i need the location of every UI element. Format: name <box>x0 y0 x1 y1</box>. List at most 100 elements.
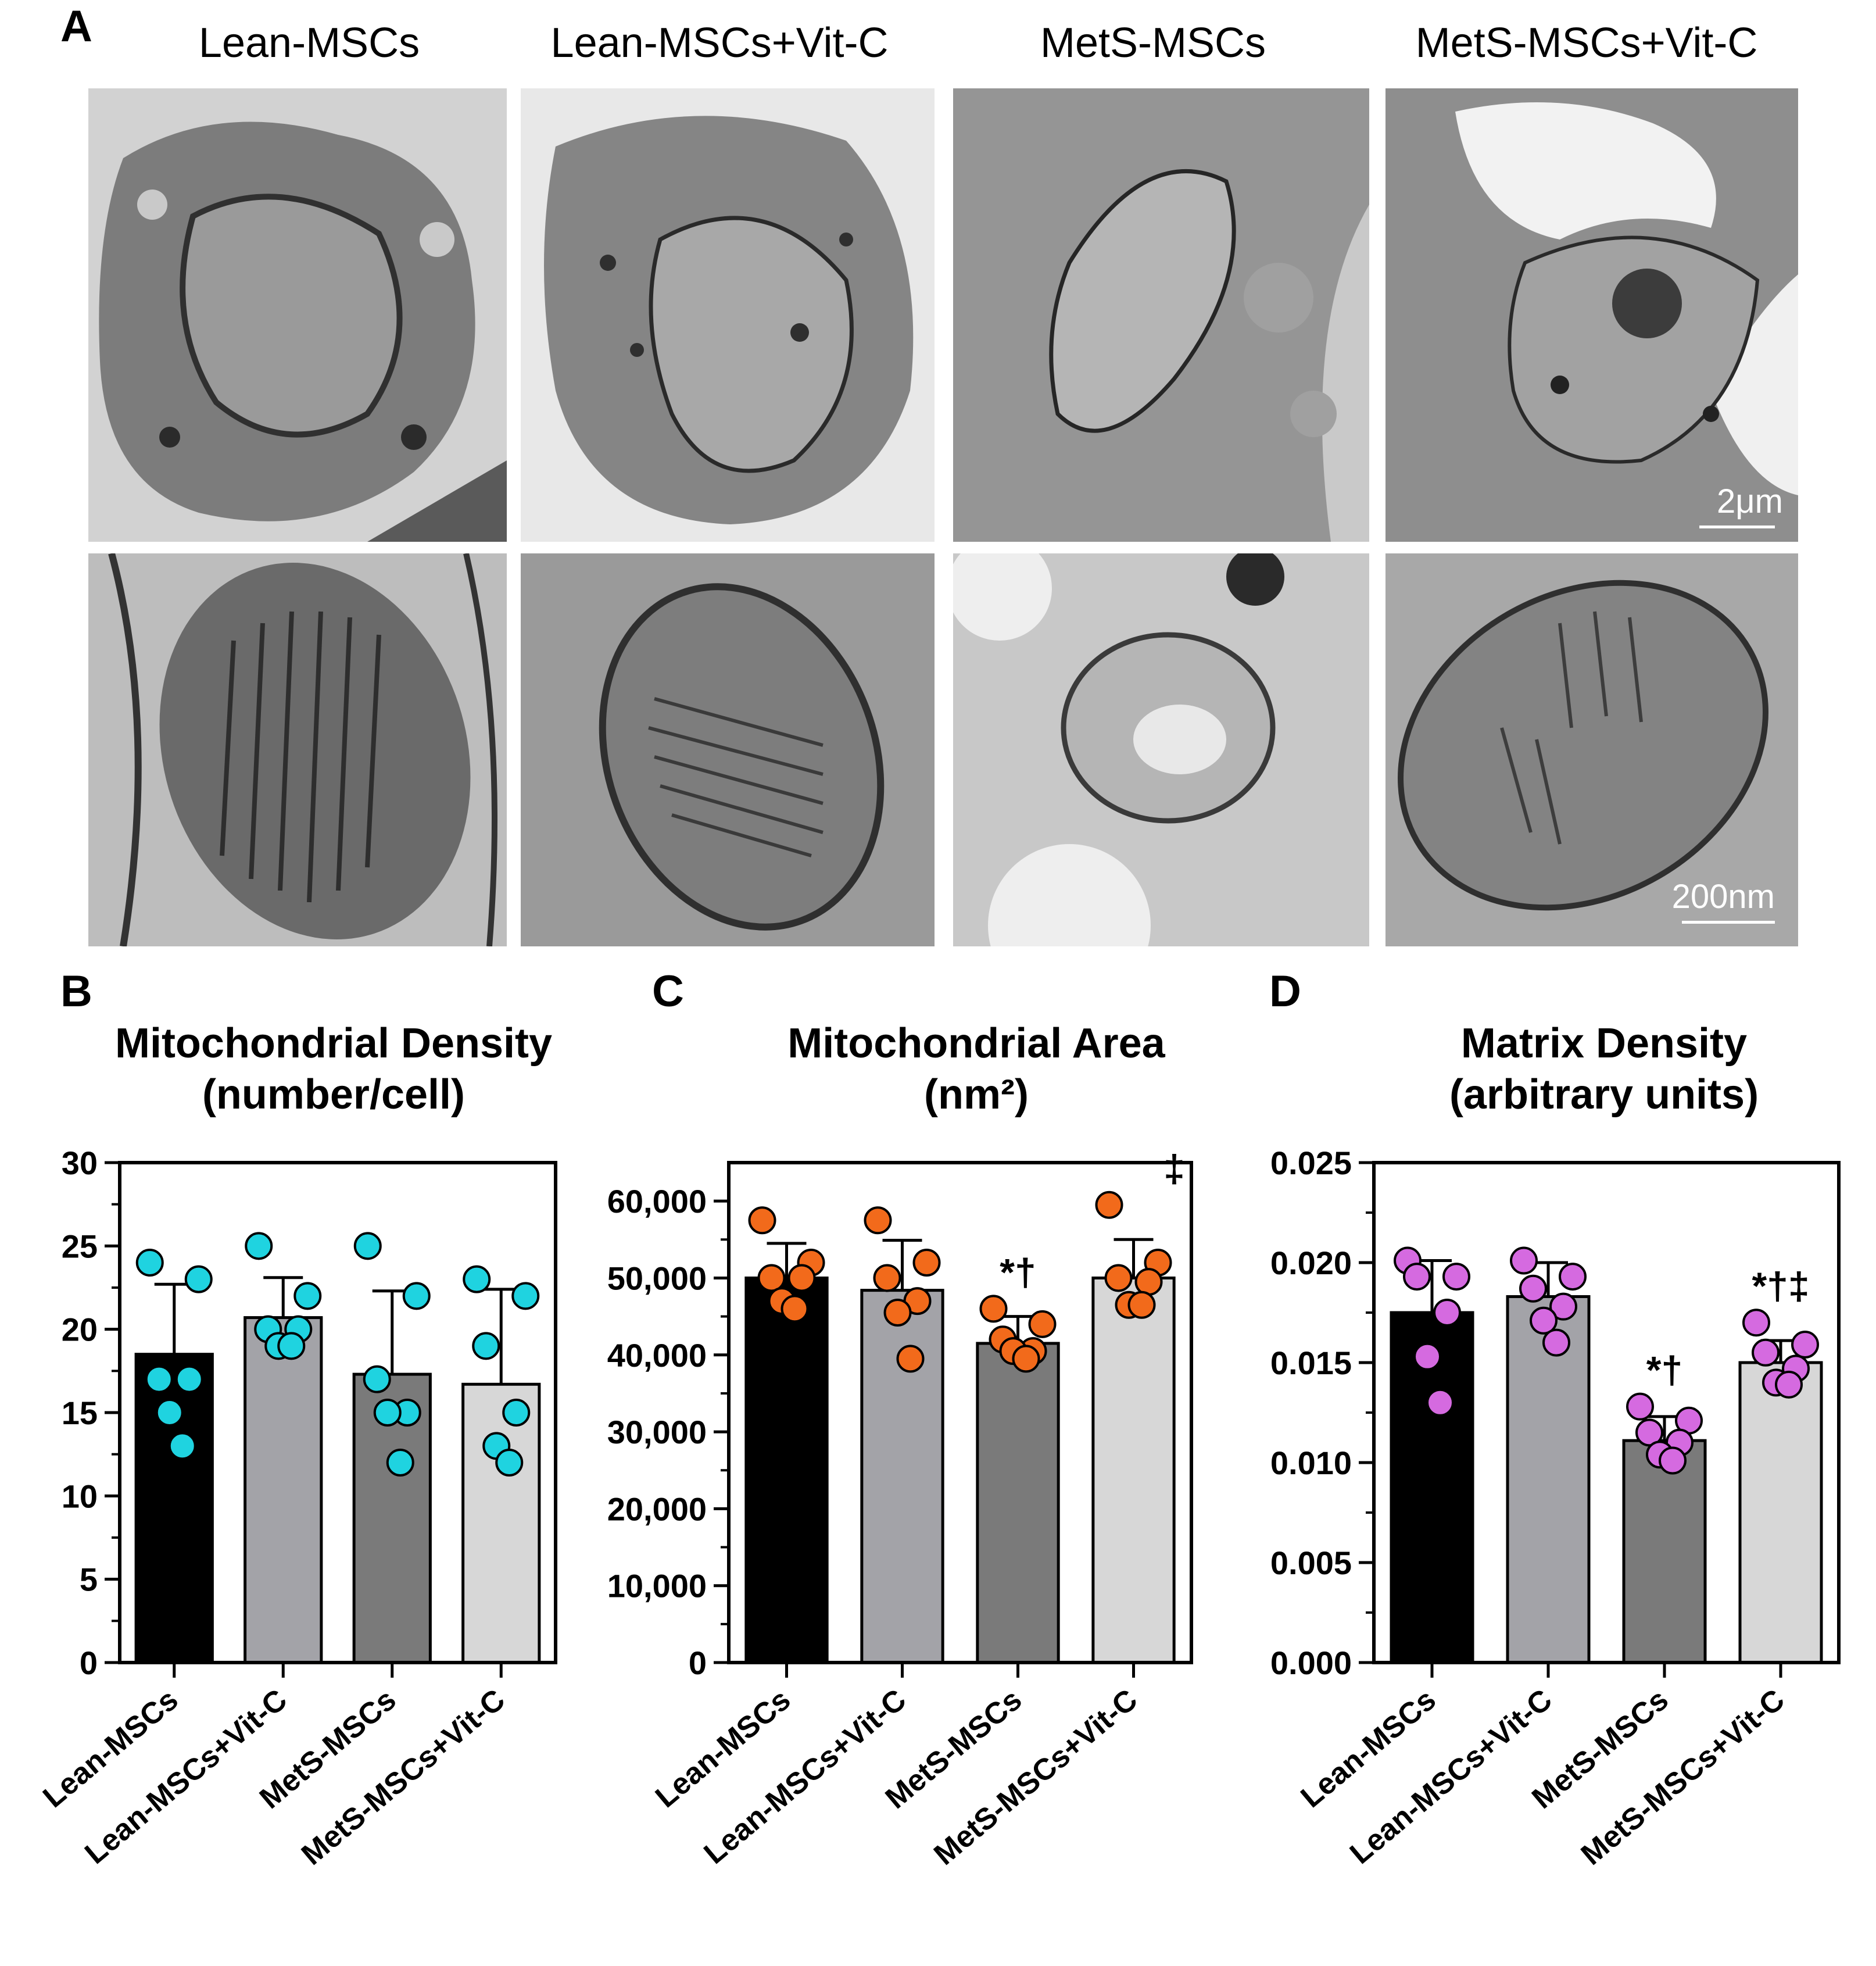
scale-bar-top <box>1699 526 1775 528</box>
data-point <box>386 1449 414 1477</box>
y-tick-label: 15 <box>62 1395 98 1431</box>
data-point <box>463 1265 491 1293</box>
data-point <box>135 1249 164 1277</box>
data-point <box>1742 1309 1770 1337</box>
data-point <box>1442 1263 1470 1291</box>
chart-title-d-line2: (arbitrary units) <box>1449 1071 1759 1118</box>
data-point <box>472 1332 500 1360</box>
y-tick-label: 25 <box>62 1228 98 1264</box>
y-tick-label: 10 <box>62 1478 98 1514</box>
significance-label: *† <box>1000 1250 1036 1293</box>
chart-title-d: Matrix Density (arbitrary units) <box>1449 1018 1759 1121</box>
significance-label: ‡ <box>1163 1147 1185 1190</box>
data-point <box>979 1295 1008 1323</box>
x-tick-label: Lean-MSCs+Vit-C <box>1344 1683 1559 1871</box>
column-title-lean: Lean-MSCs <box>198 20 420 66</box>
micrograph-cell-lean <box>88 88 507 542</box>
micrograph-cell-lean-vitc <box>521 88 935 542</box>
y-tick-label: 0 <box>80 1645 98 1681</box>
chart-title-b-line1: Mitochondrial Density <box>114 1020 553 1067</box>
data-point <box>145 1365 173 1393</box>
data-point <box>402 1282 431 1310</box>
scale-bar-label-bottom: 200nm <box>1671 878 1775 916</box>
panel-letter-c: C <box>652 967 684 1016</box>
data-point <box>511 1282 540 1310</box>
data-point <box>1659 1446 1687 1475</box>
significance-label: *†‡ <box>1752 1264 1809 1307</box>
y-tick-label: 0.025 <box>1270 1145 1352 1181</box>
y-tick-label: 20,000 <box>607 1490 707 1527</box>
data-point <box>277 1332 306 1360</box>
data-point <box>1413 1342 1441 1371</box>
data-point <box>1127 1291 1156 1319</box>
scale-bar-bottom <box>1682 921 1775 924</box>
micrograph-mito-lean-vitc <box>521 553 935 946</box>
data-point <box>748 1206 776 1235</box>
data-point <box>1791 1331 1819 1359</box>
chart-title-c-line2: (nm²) <box>924 1071 1029 1118</box>
y-tick-label: 0.010 <box>1270 1445 1352 1481</box>
data-point <box>184 1265 213 1293</box>
panel-letter-d: D <box>1269 967 1301 1016</box>
data-point <box>864 1206 892 1235</box>
data-point <box>1510 1246 1538 1275</box>
data-point <box>1426 1388 1454 1417</box>
data-point <box>1542 1328 1570 1357</box>
panel-letter-b: B <box>60 967 92 1016</box>
chart-title-c: Mitochondrial Area (nm²) <box>787 1018 1165 1121</box>
data-point <box>1519 1274 1547 1303</box>
data-point <box>912 1249 941 1277</box>
y-tick-label: 0.005 <box>1270 1545 1352 1581</box>
chart-title-c-line1: Mitochondrial Area <box>787 1020 1165 1067</box>
data-point <box>757 1264 786 1292</box>
data-point <box>1752 1338 1780 1367</box>
data-point <box>781 1295 809 1323</box>
data-point <box>1530 1306 1558 1335</box>
data-point <box>155 1399 184 1427</box>
significance-label: *† <box>1646 1349 1682 1392</box>
data-point <box>873 1264 901 1292</box>
bar <box>1622 1439 1707 1664</box>
micrograph-mito-mets <box>953 553 1369 946</box>
bar <box>1091 1276 1176 1664</box>
data-point <box>363 1365 391 1393</box>
y-tick-label: 60,000 <box>607 1183 707 1220</box>
micrograph-cell-mets <box>953 88 1369 542</box>
data-point <box>1012 1345 1040 1373</box>
data-point <box>1775 1370 1803 1399</box>
data-point <box>787 1264 816 1292</box>
data-point <box>495 1449 524 1477</box>
y-tick-label: 5 <box>80 1561 98 1598</box>
y-tick-label: 50,000 <box>607 1260 707 1296</box>
y-tick-label: 20 <box>62 1311 98 1348</box>
y-tick-label: 10,000 <box>607 1568 707 1604</box>
data-point <box>373 1399 402 1427</box>
panel-letter-a: A <box>60 2 92 51</box>
micrograph-mito-mets-vitc: 200nm <box>1385 553 1798 946</box>
chart-title-d-line1: Matrix Density <box>1460 1020 1748 1067</box>
data-point <box>1626 1392 1654 1421</box>
data-point <box>1549 1292 1577 1321</box>
y-tick-label: 0.020 <box>1270 1245 1352 1281</box>
micrograph-cell-mets-vitc: 2μm <box>1385 88 1798 542</box>
data-point <box>1403 1263 1431 1291</box>
column-title-mets: MetS-MSCs <box>1040 20 1266 66</box>
data-point <box>896 1345 925 1373</box>
bar <box>1738 1361 1823 1664</box>
data-point <box>883 1299 912 1327</box>
data-point <box>1433 1299 1461 1327</box>
bar <box>744 1276 829 1664</box>
plot-frame <box>727 1161 1193 1664</box>
data-point <box>1104 1264 1133 1292</box>
plot-frame <box>1372 1161 1841 1664</box>
y-tick-label: 30,000 <box>607 1414 707 1450</box>
data-point <box>245 1232 273 1260</box>
data-point <box>1095 1191 1123 1219</box>
micrograph-mito-lean <box>88 553 507 946</box>
data-point <box>175 1365 203 1393</box>
chart-title-b-line2: (number/cell) <box>202 1071 466 1118</box>
y-tick-label: 40,000 <box>607 1337 707 1374</box>
